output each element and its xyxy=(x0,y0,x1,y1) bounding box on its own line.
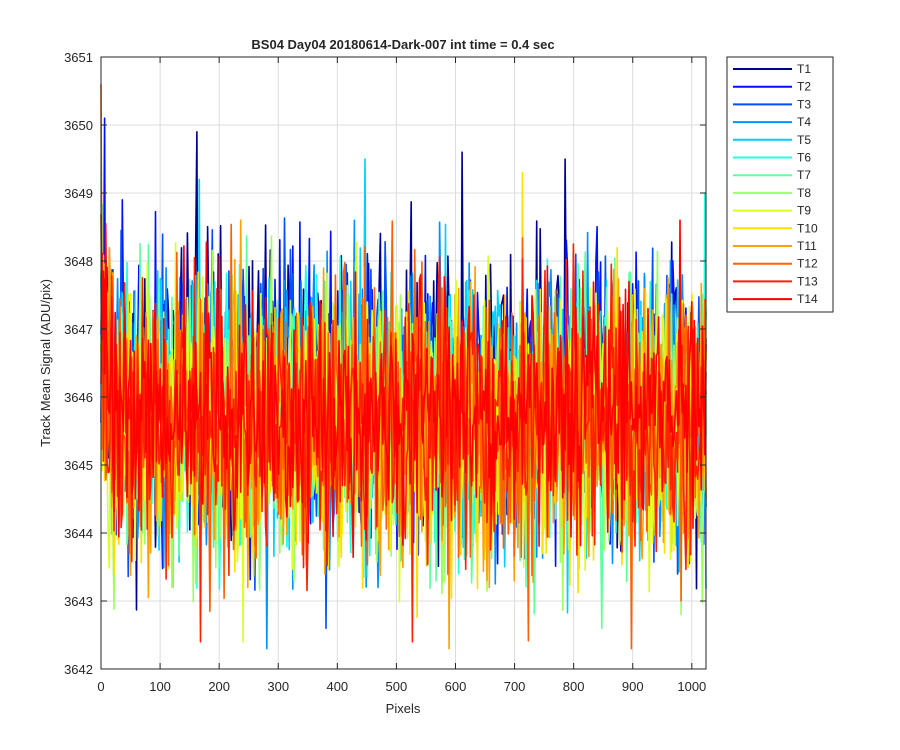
legend-label-t2: T2 xyxy=(797,80,811,94)
chart-title: BS04 Day04 20180614-Dark-007 int time = … xyxy=(251,37,554,52)
legend-label-t6: T6 xyxy=(797,151,811,165)
legend-label-t10: T10 xyxy=(797,221,818,235)
x-tick-label: 500 xyxy=(386,679,408,694)
y-tick-label: 3646 xyxy=(64,390,93,405)
x-axis-label: Pixels xyxy=(386,701,421,716)
legend-label-t3: T3 xyxy=(797,97,811,111)
x-axis-ticks: 0 100 200 300 400 500 600 700 800 900 1000 xyxy=(97,57,706,694)
y-tick-label: 3644 xyxy=(64,526,93,541)
x-tick-label: 0 xyxy=(97,679,104,694)
legend-label-t4: T4 xyxy=(797,115,811,129)
legend-label-t14: T14 xyxy=(797,292,818,306)
x-tick-label: 400 xyxy=(326,679,348,694)
legend-label-t8: T8 xyxy=(797,186,811,200)
x-tick-label: 100 xyxy=(149,679,171,694)
legend-items: T1 T2 T3 T4 T5 T6 T7 T8 T9 T10 T11 T12 T13 T14 xyxy=(733,62,818,306)
series-lines xyxy=(100,84,707,650)
legend-label-t12: T12 xyxy=(797,257,818,271)
plot-axes: 0 100 200 300 400 500 600 700 800 900 1000 3642364… xyxy=(64,50,707,694)
y-axis-ticks: 3642 3643 3644 3645 3646 3647 3648 3649 3650 3651 xyxy=(64,50,706,677)
y-tick-label: 3643 xyxy=(64,594,93,609)
legend-label-t1: T1 xyxy=(797,62,811,76)
x-tick-label: 300 xyxy=(267,679,289,694)
y-tick-label: 3649 xyxy=(64,186,93,201)
y-tick-label: 3651 xyxy=(64,50,93,65)
legend-label-t11: T11 xyxy=(797,239,817,253)
x-tick-label: 200 xyxy=(208,679,230,694)
legend-label-t13: T13 xyxy=(797,274,818,288)
x-tick-label: 800 xyxy=(563,679,585,694)
legend: T1 T2 T3 T4 T5 T6 T7 T8 T9 T10 T11 T12 T13 T14 xyxy=(726,56,834,313)
series-line-t14 xyxy=(100,214,707,559)
y-tick-label: 3648 xyxy=(64,254,93,269)
plot-frame xyxy=(100,56,707,670)
y-axis-label: Track Mean Signal (ADU/pix) xyxy=(38,279,53,447)
y-tick-label: 3645 xyxy=(64,458,93,473)
y-tick-label: 3642 xyxy=(64,662,93,677)
y-tick-label: 3647 xyxy=(64,322,93,337)
x-tick-label: 1000 xyxy=(677,679,706,694)
legend-box xyxy=(726,56,834,313)
legend-label-t7: T7 xyxy=(797,168,811,182)
x-tick-label: 700 xyxy=(504,679,526,694)
y-tick-label: 3650 xyxy=(64,118,93,133)
legend-label-t9: T9 xyxy=(797,204,811,218)
x-tick-label: 900 xyxy=(622,679,644,694)
x-tick-label: 600 xyxy=(445,679,467,694)
legend-label-t5: T5 xyxy=(797,133,811,147)
